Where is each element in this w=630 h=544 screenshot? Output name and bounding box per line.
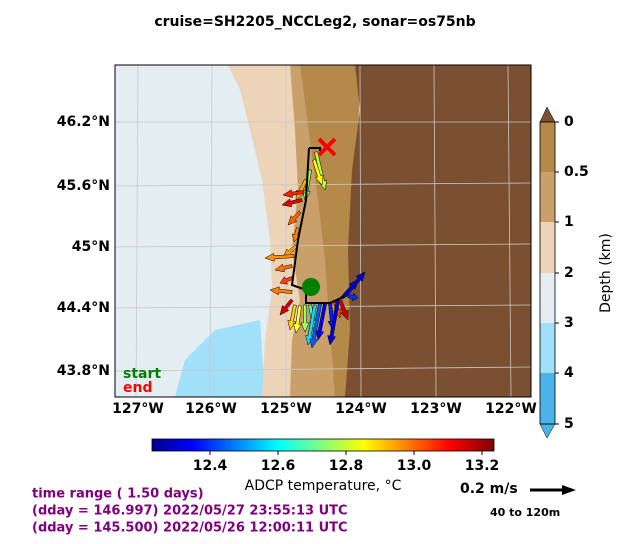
- map-frame: [114, 64, 532, 398]
- deep-basin: [175, 320, 265, 397]
- vector: [347, 292, 359, 302]
- time-range: time range ( 1.50 days) (dday = 146.997) …: [32, 487, 348, 536]
- scale-depth-range: 40 to 120m: [490, 506, 560, 519]
- vector: [309, 303, 322, 349]
- vector: [281, 198, 303, 208]
- lat-label: 44.4°N: [57, 300, 110, 316]
- vector: [305, 304, 317, 346]
- vector: [327, 299, 340, 346]
- temperature-tick-label: 13.2: [465, 458, 500, 474]
- end-label: end: [123, 380, 152, 396]
- depth-tick-label: 3: [564, 315, 574, 331]
- depth-tick-label: 1: [564, 214, 574, 230]
- vector: [282, 189, 305, 199]
- graticule: [115, 65, 531, 397]
- lat-labels: 46.2°N 45.6°N 45°N 44.4°N 43.8°N: [57, 114, 110, 379]
- vector: [269, 286, 293, 296]
- depth-tick-label: 0.5: [564, 164, 589, 180]
- title: cruise=SH2205_NCCLeg2, sonar=os75nb: [154, 14, 475, 30]
- time-range-line: (dday = 146.997) 2022/05/27 23:55:13 UTC: [32, 504, 348, 519]
- start-marker: [302, 278, 320, 296]
- vector: [314, 151, 328, 191]
- depth-tick-label: 0: [564, 114, 574, 130]
- vector: [279, 298, 294, 316]
- temperature-ticks: 12.4 12.6 12.8 13.0 13.2: [193, 451, 500, 474]
- land: [345, 65, 531, 397]
- vector: [312, 159, 324, 186]
- lon-label: 127°W: [112, 401, 164, 417]
- end-marker: [317, 137, 337, 157]
- depth-ticks: 0 0.5 1 2 3 4 5: [555, 114, 589, 432]
- vector: [343, 271, 366, 298]
- depth-tick-label: 2: [564, 265, 574, 281]
- ship-track: [290, 147, 346, 304]
- lat-label: 43.8°N: [57, 363, 110, 379]
- temperature-tick-label: 12.4: [193, 458, 228, 474]
- time-range-line: time range ( 1.50 days): [32, 487, 204, 502]
- time-range-line: (dday = 145.500) 2022/05/26 12:00:11 UTC: [32, 521, 348, 536]
- scale-arrowhead: [562, 485, 576, 495]
- lon-label: 124°W: [335, 401, 387, 417]
- vector: [279, 276, 293, 285]
- lon-label: 125°W: [260, 401, 312, 417]
- vector: [338, 299, 349, 321]
- lon-label: 122°W: [485, 401, 537, 417]
- temperature-label: ADCP temperature, °C: [245, 478, 402, 494]
- depth-colorbar: [539, 106, 556, 439]
- vector: [293, 305, 302, 334]
- map: start end: [115, 65, 531, 397]
- scale-speed: 0.2 m/s: [460, 481, 518, 497]
- temperature-tick-label: 13.0: [397, 458, 432, 474]
- abyss: [115, 65, 300, 397]
- temperature-colorbar: [151, 438, 495, 452]
- vector: [287, 210, 302, 226]
- vector: [274, 263, 293, 273]
- lat-label: 45.6°N: [57, 178, 110, 194]
- temperature-tick-label: 12.8: [329, 458, 364, 474]
- lat-label: 46.2°N: [57, 114, 110, 130]
- vector: [264, 252, 295, 262]
- lon-label: 126°W: [185, 401, 237, 417]
- vector: [300, 304, 310, 333]
- depth-tick-label: 5: [564, 416, 574, 432]
- temperature-tick-label: 12.6: [261, 458, 296, 474]
- depth-label: Depth (km): [598, 233, 614, 313]
- lat-label: 45°N: [72, 239, 110, 255]
- lon-label: 123°W: [410, 401, 462, 417]
- lon-labels: 127°W 126°W 125°W 124°W 123°W 122°W: [112, 401, 537, 417]
- depth-tick-label: 4: [564, 365, 574, 381]
- vector: [315, 303, 327, 341]
- start-label: start: [123, 366, 161, 382]
